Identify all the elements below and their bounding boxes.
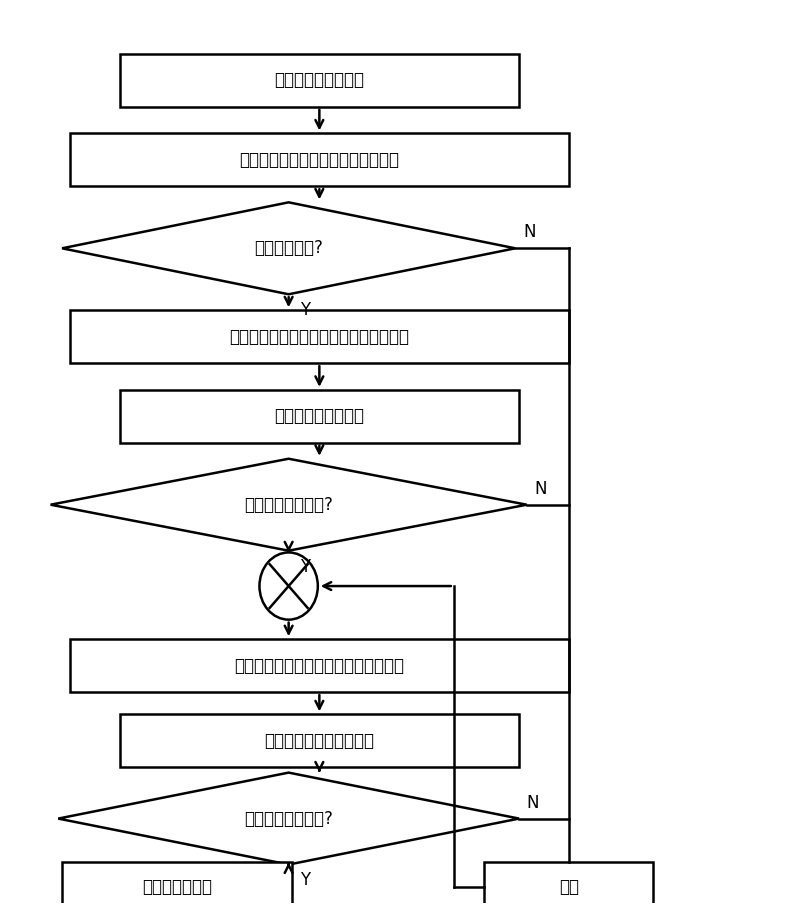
Bar bbox=[120, 390, 519, 443]
Text: 打印下一个标签: 打印下一个标签 bbox=[142, 878, 212, 895]
Text: 栏截到串口打印数据: 栏截到串口打印数据 bbox=[274, 71, 364, 89]
Text: 堆积数量是否允许?: 堆积数量是否允许? bbox=[244, 810, 333, 828]
Text: N: N bbox=[523, 224, 535, 241]
Text: 联系流水线服务器获取正在打包的数据: 联系流水线服务器获取正在打包的数据 bbox=[234, 657, 404, 674]
Polygon shape bbox=[50, 459, 526, 551]
Circle shape bbox=[259, 553, 318, 620]
Text: 联系流水线服务器获取正确的流通码数据: 联系流水线服务器获取正确的流通码数据 bbox=[230, 328, 410, 345]
Bar bbox=[62, 862, 293, 911]
Text: 条形码扫描数据和串口打印数据比对: 条形码扫描数据和串口打印数据比对 bbox=[239, 151, 399, 169]
Bar bbox=[485, 862, 654, 911]
Bar bbox=[70, 134, 569, 186]
Text: 计算待包装产品堆积数量: 计算待包装产品堆积数量 bbox=[264, 732, 374, 750]
Text: 判断设定的打印参数: 判断设定的打印参数 bbox=[274, 407, 364, 426]
Bar bbox=[120, 715, 519, 767]
Bar bbox=[120, 53, 519, 107]
Text: N: N bbox=[526, 794, 539, 811]
Text: Y: Y bbox=[300, 301, 310, 320]
Polygon shape bbox=[58, 773, 519, 865]
Polygon shape bbox=[62, 203, 515, 295]
Text: 数据是否一致?: 数据是否一致? bbox=[254, 239, 323, 257]
Text: N: N bbox=[534, 480, 547, 497]
Bar bbox=[70, 310, 569, 363]
Text: Y: Y bbox=[300, 871, 310, 890]
Bar bbox=[70, 639, 569, 693]
Text: 报警: 报警 bbox=[559, 878, 579, 895]
Text: Y: Y bbox=[300, 557, 310, 576]
Text: 设定参数是否正确?: 设定参数是否正确? bbox=[244, 495, 333, 514]
